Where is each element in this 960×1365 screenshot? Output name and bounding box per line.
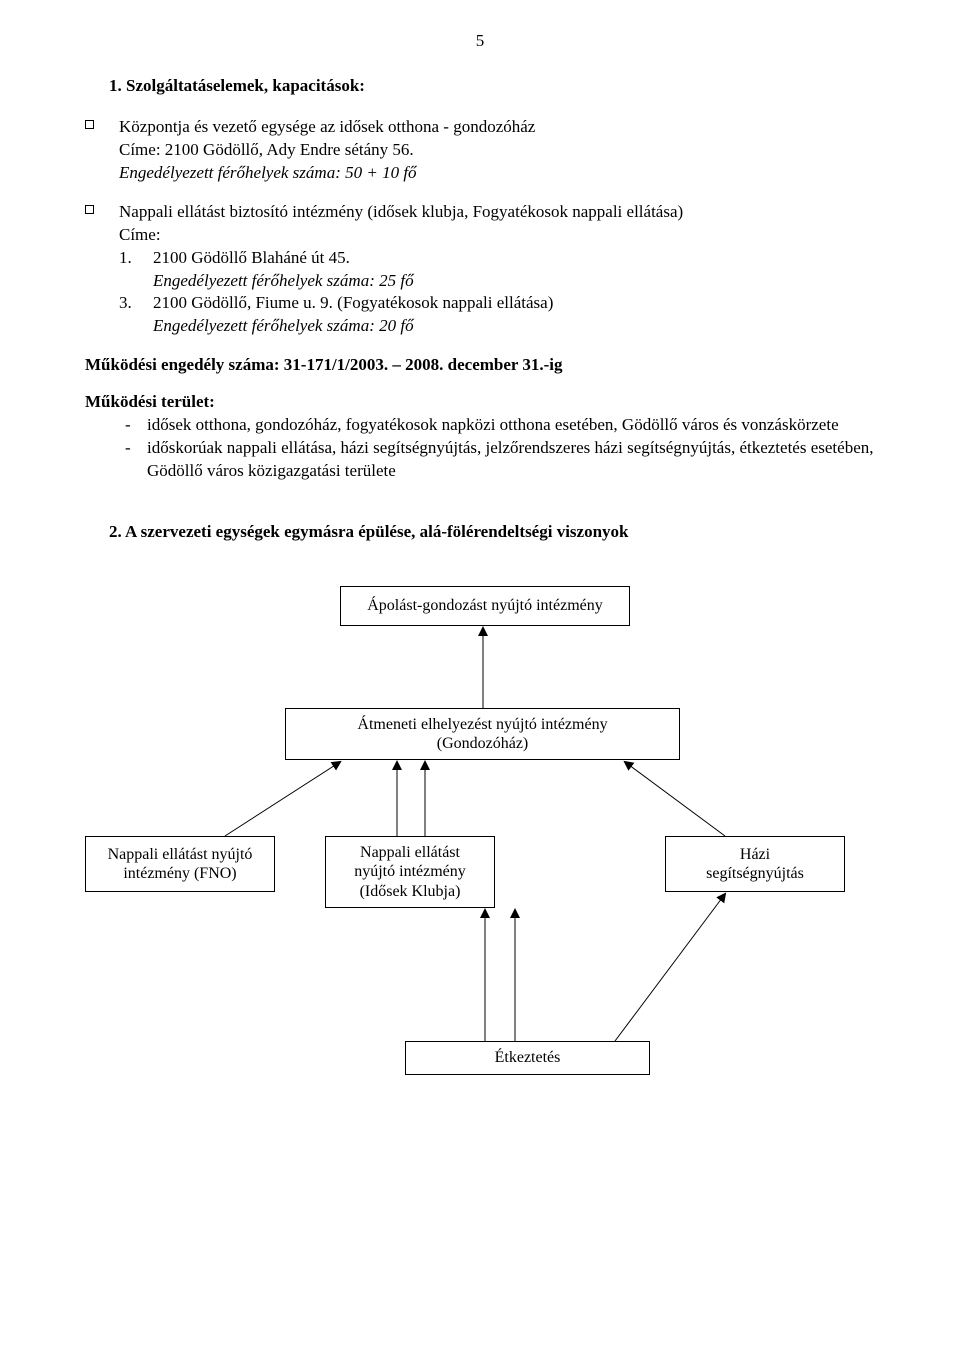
item1-line2: Címe: 2100 Gödöllő, Ady Endre sétány 56. [119, 139, 875, 162]
item1-capacity: Engedélyezett férőhelyek száma: 50 + 10 … [119, 162, 875, 185]
operating-permit: Működési engedély száma: 31-171/1/2003. … [85, 354, 875, 377]
node-top-label: Ápolást-gondozást nyújtó intézmény [367, 596, 603, 615]
node-top: Ápolást-gondozást nyújtó intézmény [340, 586, 630, 626]
area1-text: idősek otthona, gondozóház, fogyatékosok… [147, 415, 839, 434]
item1-line1: Központja és vezető egysége az idősek ot… [119, 116, 875, 139]
sub-item-2: 3. 2100 Gödöllő, Fiume u. 9. (Fogyatékos… [153, 292, 875, 338]
area-item-1: - idősek otthona, gondozóház, fogyatékos… [147, 414, 875, 437]
dash-icon: - [125, 437, 131, 460]
item2-line1: Nappali ellátást biztosító intézmény (id… [119, 201, 875, 224]
bullet-item-1: Központja és vezető egysége az idősek ot… [85, 116, 875, 185]
sub-item-1: 1. 2100 Gödöllő Blaháné út 45. Engedélye… [153, 247, 875, 293]
sub1-number: 1. [119, 247, 132, 270]
square-bullet-icon [85, 120, 94, 129]
dash-icon: - [125, 414, 131, 437]
sub2-capacity: Engedélyezett férőhelyek száma: 20 fő [153, 316, 414, 335]
page: 5 1. Szolgáltatáselemek, kapacitások: Kö… [0, 0, 960, 1365]
node-right-label: Házisegítségnyújtás [706, 845, 804, 883]
item2-line2: Címe: [119, 224, 875, 247]
operating-area-label: Működési terület: [85, 391, 875, 414]
sub1-capacity: Engedélyezett férőhelyek száma: 25 fő [153, 271, 414, 290]
node-bottom-label: Étkeztetés [495, 1048, 561, 1067]
page-number: 5 [85, 30, 875, 53]
org-diagram: Ápolást-gondozást nyújtó intézmény Átmen… [85, 586, 875, 1106]
section2-title: 2. A szervezeti egységek egymásra épülés… [109, 521, 875, 544]
area-item-2b: Gödöllő város közigazgatási területe [147, 460, 875, 483]
node-center-label: Nappali ellátástnyújtó intézmény(Idősek … [354, 843, 466, 901]
area2a-text: időskorúak nappali ellátása, házi segíts… [147, 438, 873, 457]
operating-area-list: - idősek otthona, gondozóház, fogyatékos… [85, 414, 875, 483]
section1-title: 1. Szolgáltatáselemek, kapacitások: [109, 75, 875, 98]
area2b-text: Gödöllő város közigazgatási területe [147, 461, 396, 480]
node-left-label: Nappali ellátást nyújtóintézmény (FNO) [108, 845, 253, 883]
node-bottom: Étkeztetés [405, 1041, 650, 1075]
node-mid: Átmeneti elhelyezést nyújtó intézmény(Go… [285, 708, 680, 760]
node-center: Nappali ellátástnyújtó intézmény(Idősek … [325, 836, 495, 908]
node-mid-label: Átmeneti elhelyezést nyújtó intézmény(Go… [357, 715, 607, 753]
sub2-number: 3. [119, 292, 132, 315]
sub1-text: 2100 Gödöllő Blaháné út 45. [153, 248, 350, 267]
item2-sublist: 1. 2100 Gödöllő Blaháné út 45. Engedélye… [119, 247, 875, 339]
square-bullet-icon [85, 205, 94, 214]
node-left: Nappali ellátást nyújtóintézmény (FNO) [85, 836, 275, 892]
bullet-item-2: Nappali ellátást biztosító intézmény (id… [85, 201, 875, 339]
area-item-2: - időskorúak nappali ellátása, házi segí… [147, 437, 875, 460]
node-right: Házisegítségnyújtás [665, 836, 845, 892]
sub2-text: 2100 Gödöllő, Fiume u. 9. (Fogyatékosok … [153, 293, 553, 312]
